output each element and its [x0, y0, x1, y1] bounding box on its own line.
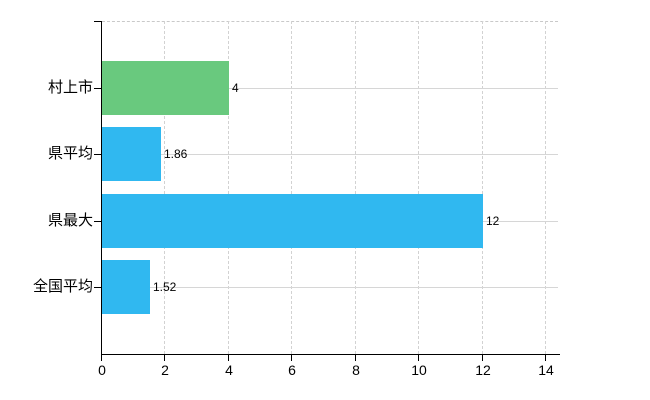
- x-axis-tick: [545, 355, 546, 361]
- x-tick-label: 12: [475, 362, 491, 378]
- x-axis-tick: [101, 355, 102, 361]
- x-axis-tick: [164, 355, 165, 361]
- x-tick-label: 2: [161, 362, 169, 378]
- x-tick-label: 14: [538, 362, 554, 378]
- bar-value-label: 12: [486, 214, 500, 228]
- bar-1: [102, 61, 229, 115]
- x-tick-label: 10: [411, 362, 427, 378]
- x-tick-label: 8: [352, 362, 360, 378]
- category-label-3: 県最大: [47, 212, 93, 229]
- category-tick: [94, 221, 101, 222]
- vertical-gridline: [164, 21, 166, 354]
- bar-4: [102, 260, 150, 314]
- bar-value-label: 4: [232, 81, 239, 95]
- x-axis-tick: [418, 355, 419, 361]
- horizontal-gridline: [102, 154, 558, 155]
- bar-value-label: 1.52: [153, 280, 177, 294]
- x-tick-label: 4: [225, 362, 233, 378]
- vertical-gridline: [227, 21, 229, 354]
- category-label-4: 全国平均: [32, 278, 93, 295]
- vertical-gridline: [354, 21, 356, 354]
- category-label-2: 県平均: [47, 145, 93, 162]
- category-label-1: 村上市: [47, 79, 93, 96]
- category-tick: [94, 154, 101, 155]
- y-axis-top-tick: [94, 21, 101, 22]
- plot-top-border: [102, 21, 558, 22]
- bar-value-label: 1.86: [164, 147, 188, 161]
- x-axis-tick: [355, 355, 356, 361]
- category-tick: [94, 88, 101, 89]
- vertical-gridline: [545, 21, 546, 354]
- x-tick-label: 6: [288, 362, 296, 378]
- x-axis-tick: [291, 355, 292, 361]
- bar-2: [102, 127, 161, 181]
- y-axis-line: [101, 21, 102, 355]
- x-axis-tick: [482, 355, 483, 361]
- vertical-gridline: [291, 21, 293, 354]
- category-tick: [94, 287, 101, 288]
- x-tick-label: 0: [98, 362, 106, 378]
- vertical-gridline: [418, 21, 420, 354]
- vertical-gridline: [481, 21, 483, 354]
- x-axis-line: [101, 354, 560, 355]
- horizontal-gridline: [102, 287, 558, 288]
- horizontal-gridline: [102, 88, 558, 89]
- x-axis-tick: [228, 355, 229, 361]
- bar-3: [102, 194, 483, 248]
